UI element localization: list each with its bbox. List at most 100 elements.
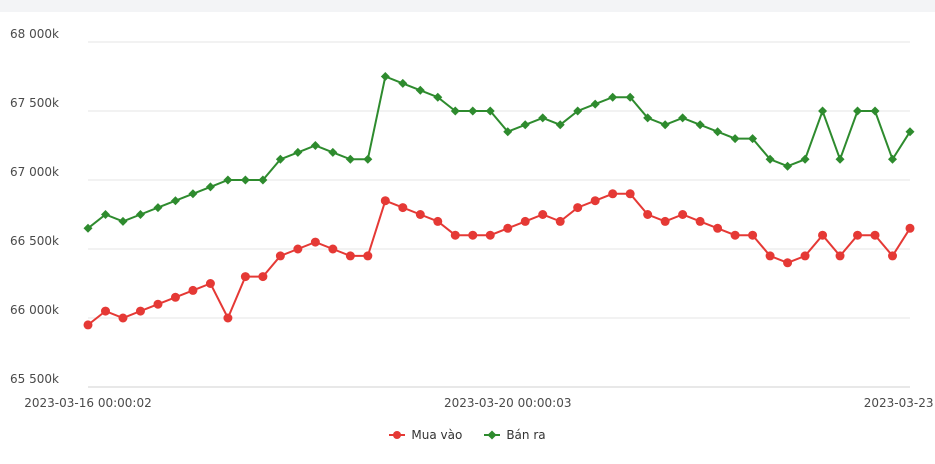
data-point[interactable] — [643, 210, 653, 219]
data-point[interactable] — [433, 216, 443, 226]
data-point[interactable] — [520, 216, 530, 226]
data-point[interactable] — [905, 223, 915, 233]
data-point[interactable] — [450, 230, 460, 240]
data-point[interactable] — [748, 230, 758, 240]
data-point[interactable] — [310, 141, 320, 150]
data-point[interactable] — [345, 251, 355, 261]
data-point[interactable] — [730, 134, 740, 144]
data-point[interactable] — [188, 285, 198, 295]
data-point[interactable] — [888, 154, 898, 164]
data-point[interactable] — [905, 127, 915, 137]
data-point[interactable] — [450, 106, 460, 116]
data-point[interactable] — [380, 196, 390, 206]
data-point[interactable] — [783, 161, 793, 171]
data-point[interactable] — [240, 272, 250, 282]
data-point[interactable] — [608, 92, 618, 102]
data-point[interactable] — [643, 113, 653, 123]
x-tick-label: 2023-03-20 00:00:03 — [444, 396, 571, 410]
data-point[interactable] — [853, 230, 863, 240]
data-point[interactable] — [118, 313, 128, 323]
data-point[interactable] — [328, 244, 338, 254]
data-point[interactable] — [590, 99, 600, 109]
data-point[interactable] — [363, 251, 373, 261]
data-point[interactable] — [345, 154, 355, 164]
data-point[interactable] — [888, 251, 898, 261]
data-point[interactable] — [135, 210, 145, 219]
data-point[interactable] — [835, 154, 845, 164]
data-point[interactable] — [118, 216, 128, 226]
data-point[interactable] — [590, 196, 600, 206]
data-point[interactable] — [870, 230, 880, 240]
data-point[interactable] — [100, 210, 110, 219]
data-point[interactable] — [818, 230, 828, 240]
data-point[interactable] — [503, 223, 513, 233]
data-point[interactable] — [555, 120, 565, 130]
data-point[interactable] — [538, 210, 548, 219]
data-point[interactable] — [765, 251, 775, 261]
data-point[interactable] — [170, 292, 180, 302]
data-point[interactable] — [433, 92, 443, 102]
data-point[interactable] — [695, 120, 705, 130]
data-point[interactable] — [100, 306, 110, 316]
data-point[interactable] — [223, 175, 233, 185]
data-point[interactable] — [678, 113, 688, 123]
data-point[interactable] — [363, 154, 373, 164]
data-point[interactable] — [625, 92, 635, 102]
data-point[interactable] — [608, 189, 618, 199]
data-point[interactable] — [835, 251, 845, 261]
data-point[interactable] — [468, 230, 478, 240]
data-point[interactable] — [170, 196, 180, 206]
data-point[interactable] — [135, 306, 145, 316]
data-point[interactable] — [293, 147, 303, 157]
data-point[interactable] — [660, 216, 670, 226]
data-point[interactable] — [800, 251, 810, 261]
data-point[interactable] — [783, 258, 793, 268]
data-point[interactable] — [153, 203, 163, 213]
legend-item-sell[interactable]: Bán ra — [484, 428, 546, 442]
data-point[interactable] — [415, 210, 425, 219]
data-point[interactable] — [328, 147, 338, 157]
data-point[interactable] — [188, 189, 198, 199]
data-point[interactable] — [520, 120, 530, 130]
data-point[interactable] — [380, 72, 390, 81]
data-point[interactable] — [258, 272, 268, 282]
data-point[interactable] — [83, 223, 93, 233]
data-point[interactable] — [800, 154, 810, 164]
data-point[interactable] — [730, 230, 740, 240]
data-point[interactable] — [538, 113, 548, 123]
data-point[interactable] — [415, 85, 425, 95]
data-point[interactable] — [748, 134, 758, 144]
data-point[interactable] — [573, 106, 583, 116]
legend-sell-swatch — [484, 430, 501, 440]
data-point[interactable] — [205, 182, 215, 192]
data-point[interactable] — [398, 203, 408, 213]
data-point[interactable] — [765, 154, 775, 164]
data-point[interactable] — [818, 106, 828, 116]
data-point[interactable] — [870, 106, 880, 116]
data-point[interactable] — [485, 230, 495, 240]
data-point[interactable] — [853, 106, 863, 116]
data-point[interactable] — [485, 106, 495, 116]
data-point[interactable] — [398, 78, 408, 88]
data-point[interactable] — [555, 216, 565, 226]
data-point[interactable] — [625, 189, 635, 199]
data-point[interactable] — [153, 299, 163, 309]
data-point[interactable] — [275, 251, 285, 261]
data-point[interactable] — [223, 313, 233, 323]
data-point[interactable] — [293, 244, 303, 254]
data-point[interactable] — [275, 154, 285, 164]
data-point[interactable] — [258, 175, 268, 185]
data-point[interactable] — [240, 175, 250, 185]
data-point[interactable] — [83, 320, 93, 330]
legend-item-buy[interactable]: Mua vào — [389, 428, 462, 442]
data-point[interactable] — [503, 127, 513, 137]
data-point[interactable] — [205, 279, 215, 288]
data-point[interactable] — [713, 223, 723, 233]
data-point[interactable] — [713, 127, 723, 137]
data-point[interactable] — [573, 203, 583, 213]
data-point[interactable] — [660, 120, 670, 130]
data-point[interactable] — [678, 210, 688, 219]
data-point[interactable] — [468, 106, 478, 116]
data-point[interactable] — [695, 216, 705, 226]
data-point[interactable] — [310, 237, 320, 247]
